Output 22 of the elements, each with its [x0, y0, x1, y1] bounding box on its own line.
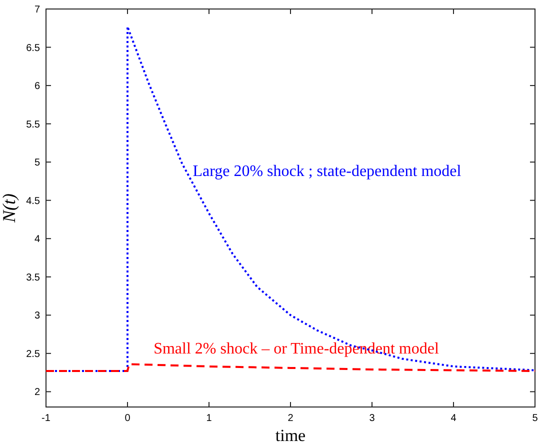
y-tick-label: 6 [34, 81, 40, 92]
y-tick-label: 2 [34, 387, 40, 398]
x-tick-label: -1 [42, 413, 51, 424]
x-tick-label: 4 [450, 413, 457, 424]
y-tick-label: 3.5 [26, 272, 40, 284]
annotation: Large 20% shock ; state-dependent model [192, 163, 462, 180]
y-tick-label: 7 [34, 4, 40, 16]
y-tick-label: 5 [34, 158, 40, 169]
x-tick-label: 1 [206, 413, 212, 424]
y-axis-title: N(t) [0, 194, 19, 224]
y-tick-label: 5.5 [26, 119, 40, 130]
y-tick-label: 3 [34, 310, 40, 322]
line-series [45, 363, 536, 372]
x-tick-label: 2 [288, 413, 294, 424]
y-tick-label: 2.5 [26, 348, 40, 360]
y-tick-label: 6.5 [26, 42, 40, 54]
x-tick-label: 0 [124, 413, 131, 424]
x-tick-label: 3 [369, 413, 376, 424]
x-tick-label: 5 [532, 413, 538, 424]
x-axis-title: time [275, 426, 306, 445]
y-tick-label: 4 [34, 234, 40, 246]
y-tick-label: 4.5 [26, 196, 40, 207]
